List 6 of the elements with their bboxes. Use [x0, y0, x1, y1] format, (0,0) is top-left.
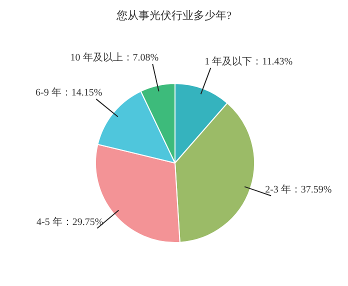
chart-title: 您从事光伏行业多少年? — [116, 8, 232, 22]
slice-label: 6-9 年：14.15% — [35, 86, 102, 99]
slice-label: 10 年及以上：7.08% — [70, 52, 159, 64]
slice-label: 2-3 年：37.59% — [265, 183, 332, 196]
slice-label: 1 年及以下：11.43% — [204, 56, 293, 68]
slice-label: 4-5 年：29.75% — [36, 216, 104, 228]
